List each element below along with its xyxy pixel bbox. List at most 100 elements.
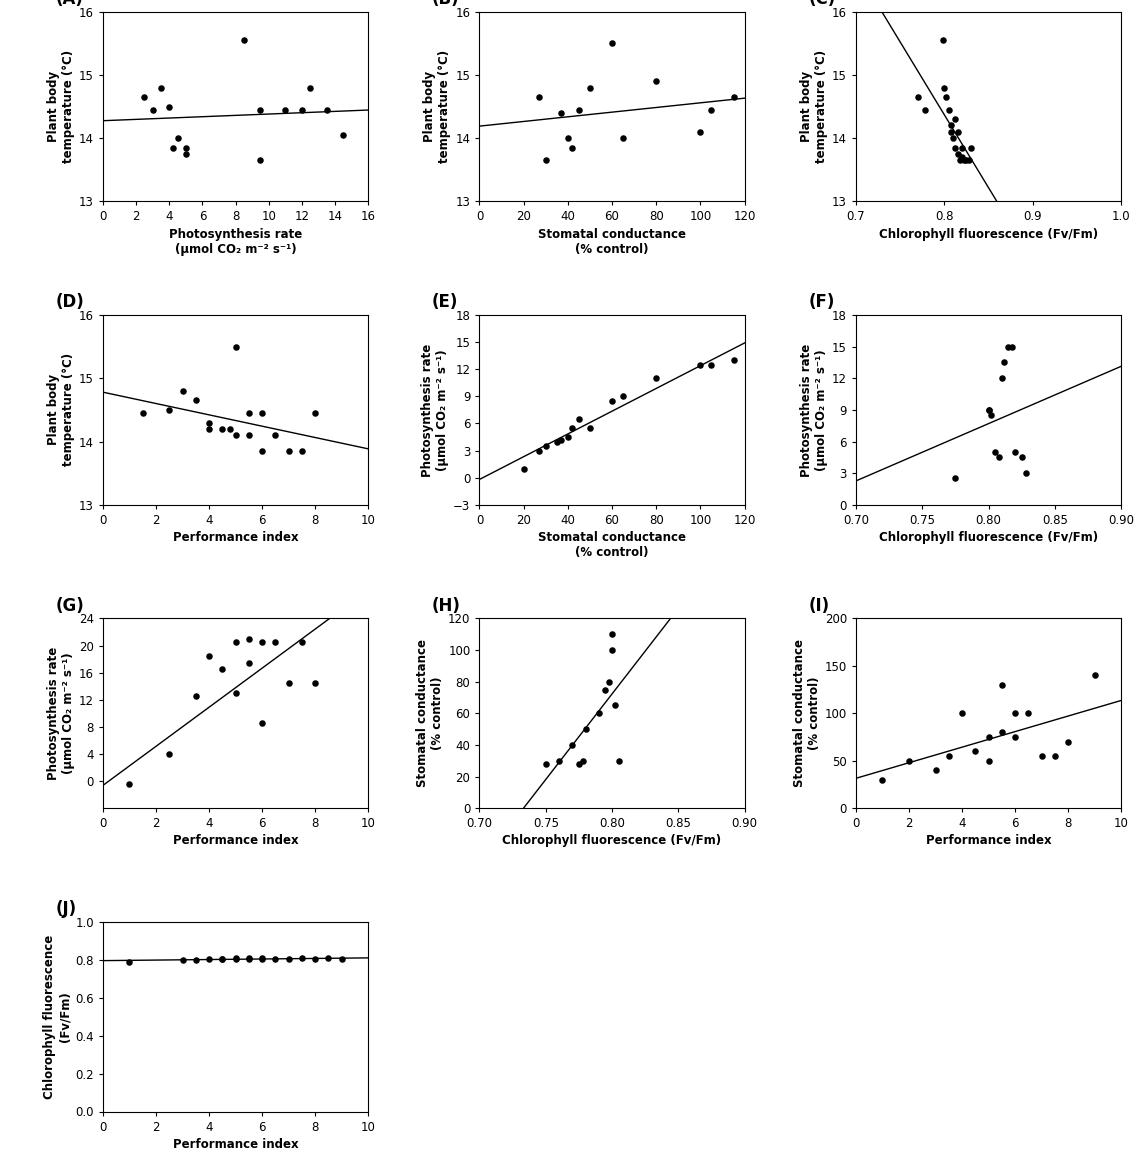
Point [537,755,555,773]
Point [176,145,194,164]
Point [267,426,285,445]
Point [143,101,161,119]
Point [530,88,548,106]
Point [305,674,324,693]
Point [160,97,178,116]
Point [1006,704,1024,723]
Point [1086,666,1104,684]
Point [548,432,566,450]
Point [200,950,219,969]
Point [943,123,961,142]
Point [305,950,324,969]
Point [603,641,621,660]
Point [227,426,245,445]
Point [954,151,972,170]
Point [958,151,976,170]
Point [227,337,245,356]
Y-axis label: Stomatal conductance
(% control): Stomatal conductance (% control) [416,639,444,787]
Point [253,633,271,652]
Point [227,633,245,652]
Point [253,714,271,732]
Point [1046,746,1064,765]
Point [120,952,138,971]
Point [946,138,964,157]
Point [574,751,593,770]
X-axis label: Performance index: Performance index [173,1137,299,1150]
Point [995,353,1014,372]
Point [967,742,985,760]
Point [1003,337,1022,356]
Point [235,30,253,49]
Point [648,71,666,90]
Point [186,391,205,410]
Point [253,950,271,969]
Point [948,123,967,142]
Point [267,950,285,969]
Point [174,950,192,969]
Point [213,950,231,969]
Point [227,949,245,968]
Point [724,88,742,106]
Point [979,400,998,419]
Point [900,751,919,770]
Point [603,625,621,644]
Point [648,369,666,387]
Point [239,949,257,968]
Point [691,123,709,142]
Point [164,138,182,157]
Point [319,949,337,968]
Point [253,404,271,422]
Point [301,78,319,97]
Point [227,950,245,969]
Point [186,950,205,969]
Text: (C): (C) [809,0,835,8]
Point [610,751,628,770]
Point [979,751,998,770]
X-axis label: Performance index: Performance index [173,531,299,544]
Point [515,460,533,479]
X-axis label: Performance index: Performance index [925,834,1051,847]
Point [939,101,958,119]
Point [239,404,257,422]
Point [550,751,569,770]
Point [537,151,555,170]
Point [253,441,271,460]
Point [558,129,577,147]
Point [279,441,297,460]
Point [908,88,927,106]
Point [563,419,581,438]
Y-axis label: Stomatal conductance
(% control): Stomatal conductance (% control) [793,639,820,787]
Point [305,404,324,422]
Point [293,949,311,968]
Point [702,101,721,119]
Point [160,400,178,419]
Point [990,448,1008,467]
Point [915,101,934,119]
Point [953,704,971,723]
Point [951,151,969,170]
Point [252,151,270,170]
Y-axis label: Plant body
temperature (°C): Plant body temperature (°C) [423,50,451,163]
Point [293,441,311,460]
Point [334,125,352,144]
Point [252,101,270,119]
Point [993,675,1011,694]
Point [982,406,1000,425]
Point [993,369,1011,387]
Point [213,950,231,969]
Point [962,138,980,157]
Point [953,147,971,166]
X-axis label: Photosynthesis rate
(μmol CO₂ m⁻² s⁻¹): Photosynthesis rate (μmol CO₂ m⁻² s⁻¹) [169,227,302,255]
Point [943,116,961,135]
Point [605,696,623,715]
Point [1017,463,1035,482]
Point [276,101,294,119]
X-axis label: Chlorophyll fluorescence (Fv/Fm): Chlorophyll fluorescence (Fv/Fm) [879,227,1098,241]
Point [186,687,205,706]
Point [160,744,178,763]
Point [168,129,186,147]
Point [601,673,619,691]
Point [944,129,962,147]
Point [530,441,548,460]
Point [293,101,311,119]
